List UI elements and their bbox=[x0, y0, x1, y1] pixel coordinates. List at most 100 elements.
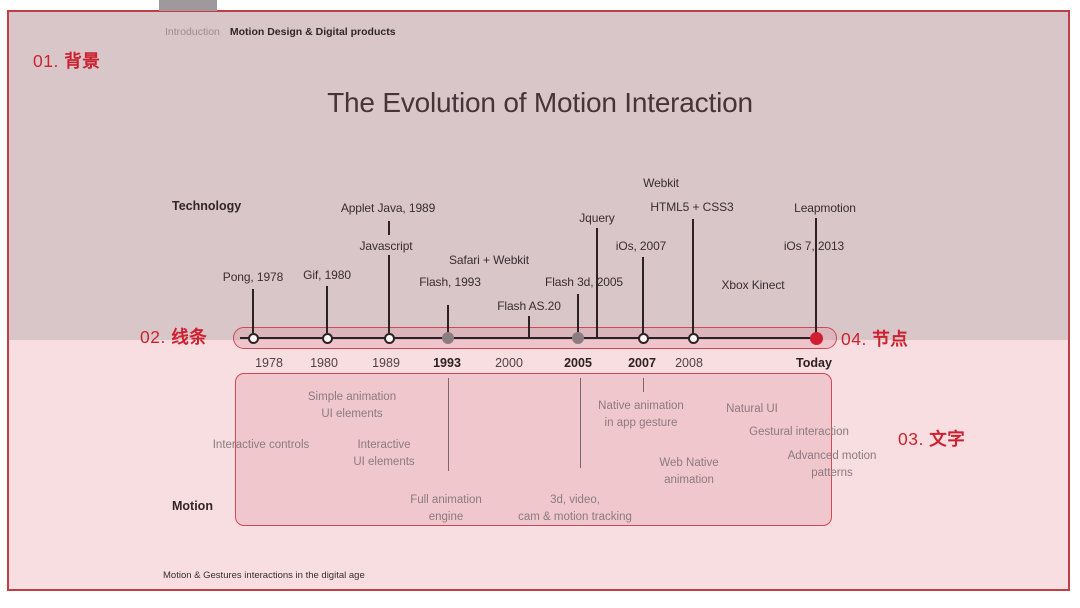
tech-label: iOs, 2007 bbox=[541, 239, 741, 254]
tech-label: Safari + Webkit bbox=[389, 253, 589, 268]
motion-label: Native animation in app gesture bbox=[526, 398, 756, 432]
breadcrumb: Introduction Motion Design & Digital prod… bbox=[165, 26, 396, 38]
annotation-number: 03. bbox=[898, 429, 924, 449]
divider-line bbox=[448, 378, 450, 471]
motion-label: Advanced motion patterns bbox=[717, 448, 947, 482]
motion-label-line: Interactive bbox=[357, 439, 411, 451]
motion-label: Natural UI bbox=[637, 401, 867, 418]
footer-caption: Motion & Gestures interactions in the di… bbox=[163, 570, 365, 581]
tech-label-line: Flash 3d, 2005 bbox=[545, 275, 623, 289]
tech-label: Flash 3d, 2005 bbox=[484, 275, 684, 290]
tech-label-line: Flash, 1993 bbox=[419, 275, 481, 289]
annotation-text: 线条 bbox=[171, 327, 208, 347]
annotation-number: 01. bbox=[33, 51, 59, 71]
motion-region-box bbox=[235, 373, 832, 526]
motion-label: 3d, video, cam & motion tracking bbox=[460, 492, 690, 526]
tech-label: Xbox Kinect bbox=[653, 278, 853, 293]
tech-label: Jquery bbox=[497, 211, 697, 226]
tech-label: Flash AS.20 bbox=[429, 299, 629, 314]
motion-label-line: engine bbox=[428, 511, 464, 523]
year-label: 1989 bbox=[372, 356, 400, 370]
motion-label-line: Native animation bbox=[598, 400, 684, 412]
year-label: 2005 bbox=[564, 356, 592, 370]
motion-label-line: in app gesture bbox=[604, 417, 678, 429]
annotation-label: 02. 线条 bbox=[140, 324, 207, 349]
year-label: 2007 bbox=[628, 356, 656, 370]
tech-label: Javascript bbox=[286, 239, 486, 254]
motion-label-line: patterns bbox=[811, 467, 853, 479]
motion-label-line: UI elements bbox=[353, 456, 415, 468]
connector-line bbox=[577, 294, 579, 334]
tech-label-line: Gif, 1980 bbox=[303, 268, 351, 282]
connector-line bbox=[447, 305, 449, 334]
window-tab[interactable] bbox=[159, 0, 217, 11]
year-label: 1978 bbox=[255, 356, 283, 370]
year-label: 2008 bbox=[675, 356, 703, 370]
tech-label-line: HTML5 + CSS3 bbox=[650, 200, 734, 214]
motion-label: Full animation engine bbox=[331, 492, 561, 526]
annotation-text: 节点 bbox=[872, 329, 909, 349]
tech-label-line: Safari + Webkit bbox=[449, 253, 529, 267]
timeline-node-open bbox=[687, 332, 699, 344]
connector-line bbox=[642, 257, 644, 334]
tech-label-line: Applet Java, 1989 bbox=[340, 201, 436, 215]
year-label: 1980 bbox=[310, 356, 338, 370]
motion-label-line: Full animation bbox=[410, 494, 482, 506]
timeline-node-red bbox=[809, 331, 823, 345]
connector-line bbox=[815, 218, 817, 334]
motion-label: Web Native animation bbox=[574, 455, 804, 489]
motion-label-line: cam & motion tracking bbox=[518, 511, 632, 523]
connector-line bbox=[388, 255, 390, 333]
connector-line bbox=[326, 286, 328, 333]
year-label: 2000 bbox=[495, 356, 523, 370]
motion-label-line: Simple animation bbox=[307, 391, 397, 403]
tech-label: Flash, 1993 bbox=[350, 275, 550, 290]
annotation-text: 文字 bbox=[929, 429, 966, 449]
tech-label: Webkit bbox=[561, 176, 761, 191]
tech-label: Pong, 1978 bbox=[153, 270, 353, 285]
year-label: 1993 bbox=[433, 356, 461, 370]
slide-title: The Evolution of Motion Interaction bbox=[327, 87, 753, 118]
track-label-technology: Technology bbox=[172, 199, 242, 213]
tech-label: HTML5 + CSS3 bbox=[592, 200, 792, 215]
connector-line bbox=[596, 228, 598, 338]
motion-label-line: 3d, video, bbox=[550, 494, 600, 506]
motion-label-line: Web Native bbox=[659, 457, 719, 469]
track-label-motion: Motion bbox=[172, 499, 213, 513]
tech-label-line: Leapmotion bbox=[794, 201, 856, 215]
motion-label-line: Advanced motion bbox=[787, 450, 877, 462]
motion-label-line: UI elements bbox=[321, 408, 383, 420]
divider-line bbox=[580, 378, 582, 468]
tech-label: Gif, 1980 bbox=[227, 268, 427, 283]
tech-label-line: Xbox Kinect bbox=[721, 278, 785, 292]
motion-label-line: Gestural interaction bbox=[749, 426, 849, 438]
motion-label-line: Interactive controls bbox=[212, 439, 310, 451]
timeline-node-open bbox=[637, 332, 649, 344]
slide-background bbox=[7, 10, 1070, 591]
divider-line bbox=[643, 378, 645, 392]
motion-label: Interactive UI elements bbox=[269, 437, 499, 471]
annotation-number: 02. bbox=[140, 327, 166, 347]
tech-label: Applet Java, 1989 bbox=[288, 201, 488, 216]
timeline-node-open bbox=[321, 332, 333, 344]
tech-label-line: iOs 7, 2013 bbox=[783, 239, 845, 253]
tech-label: Leapmotion bbox=[725, 201, 925, 216]
annotation-label: 03. 文字 bbox=[898, 426, 965, 451]
annotation-label: 01. 背景 bbox=[33, 48, 100, 73]
tech-label-line: Webkit bbox=[643, 176, 679, 190]
timeline-node-gray bbox=[572, 332, 584, 344]
tech-label-line: Javascript bbox=[359, 239, 413, 253]
timeline-node-gray bbox=[442, 332, 454, 344]
annotation-number: 04. bbox=[841, 329, 867, 349]
connector-line bbox=[528, 316, 530, 339]
connector-line bbox=[252, 289, 254, 333]
tech-label-line: Flash AS.20 bbox=[497, 299, 561, 313]
motion-label-line: animation bbox=[664, 474, 714, 486]
motion-label: Simple animation UI elements bbox=[237, 389, 467, 423]
motion-label: Interactive controls bbox=[146, 437, 376, 454]
breadcrumb-section: Introduction bbox=[165, 26, 220, 38]
motion-label: Gestural interaction bbox=[684, 424, 914, 441]
timeline-node-open bbox=[247, 332, 259, 344]
tech-label-line: iOs, 2007 bbox=[615, 239, 667, 253]
